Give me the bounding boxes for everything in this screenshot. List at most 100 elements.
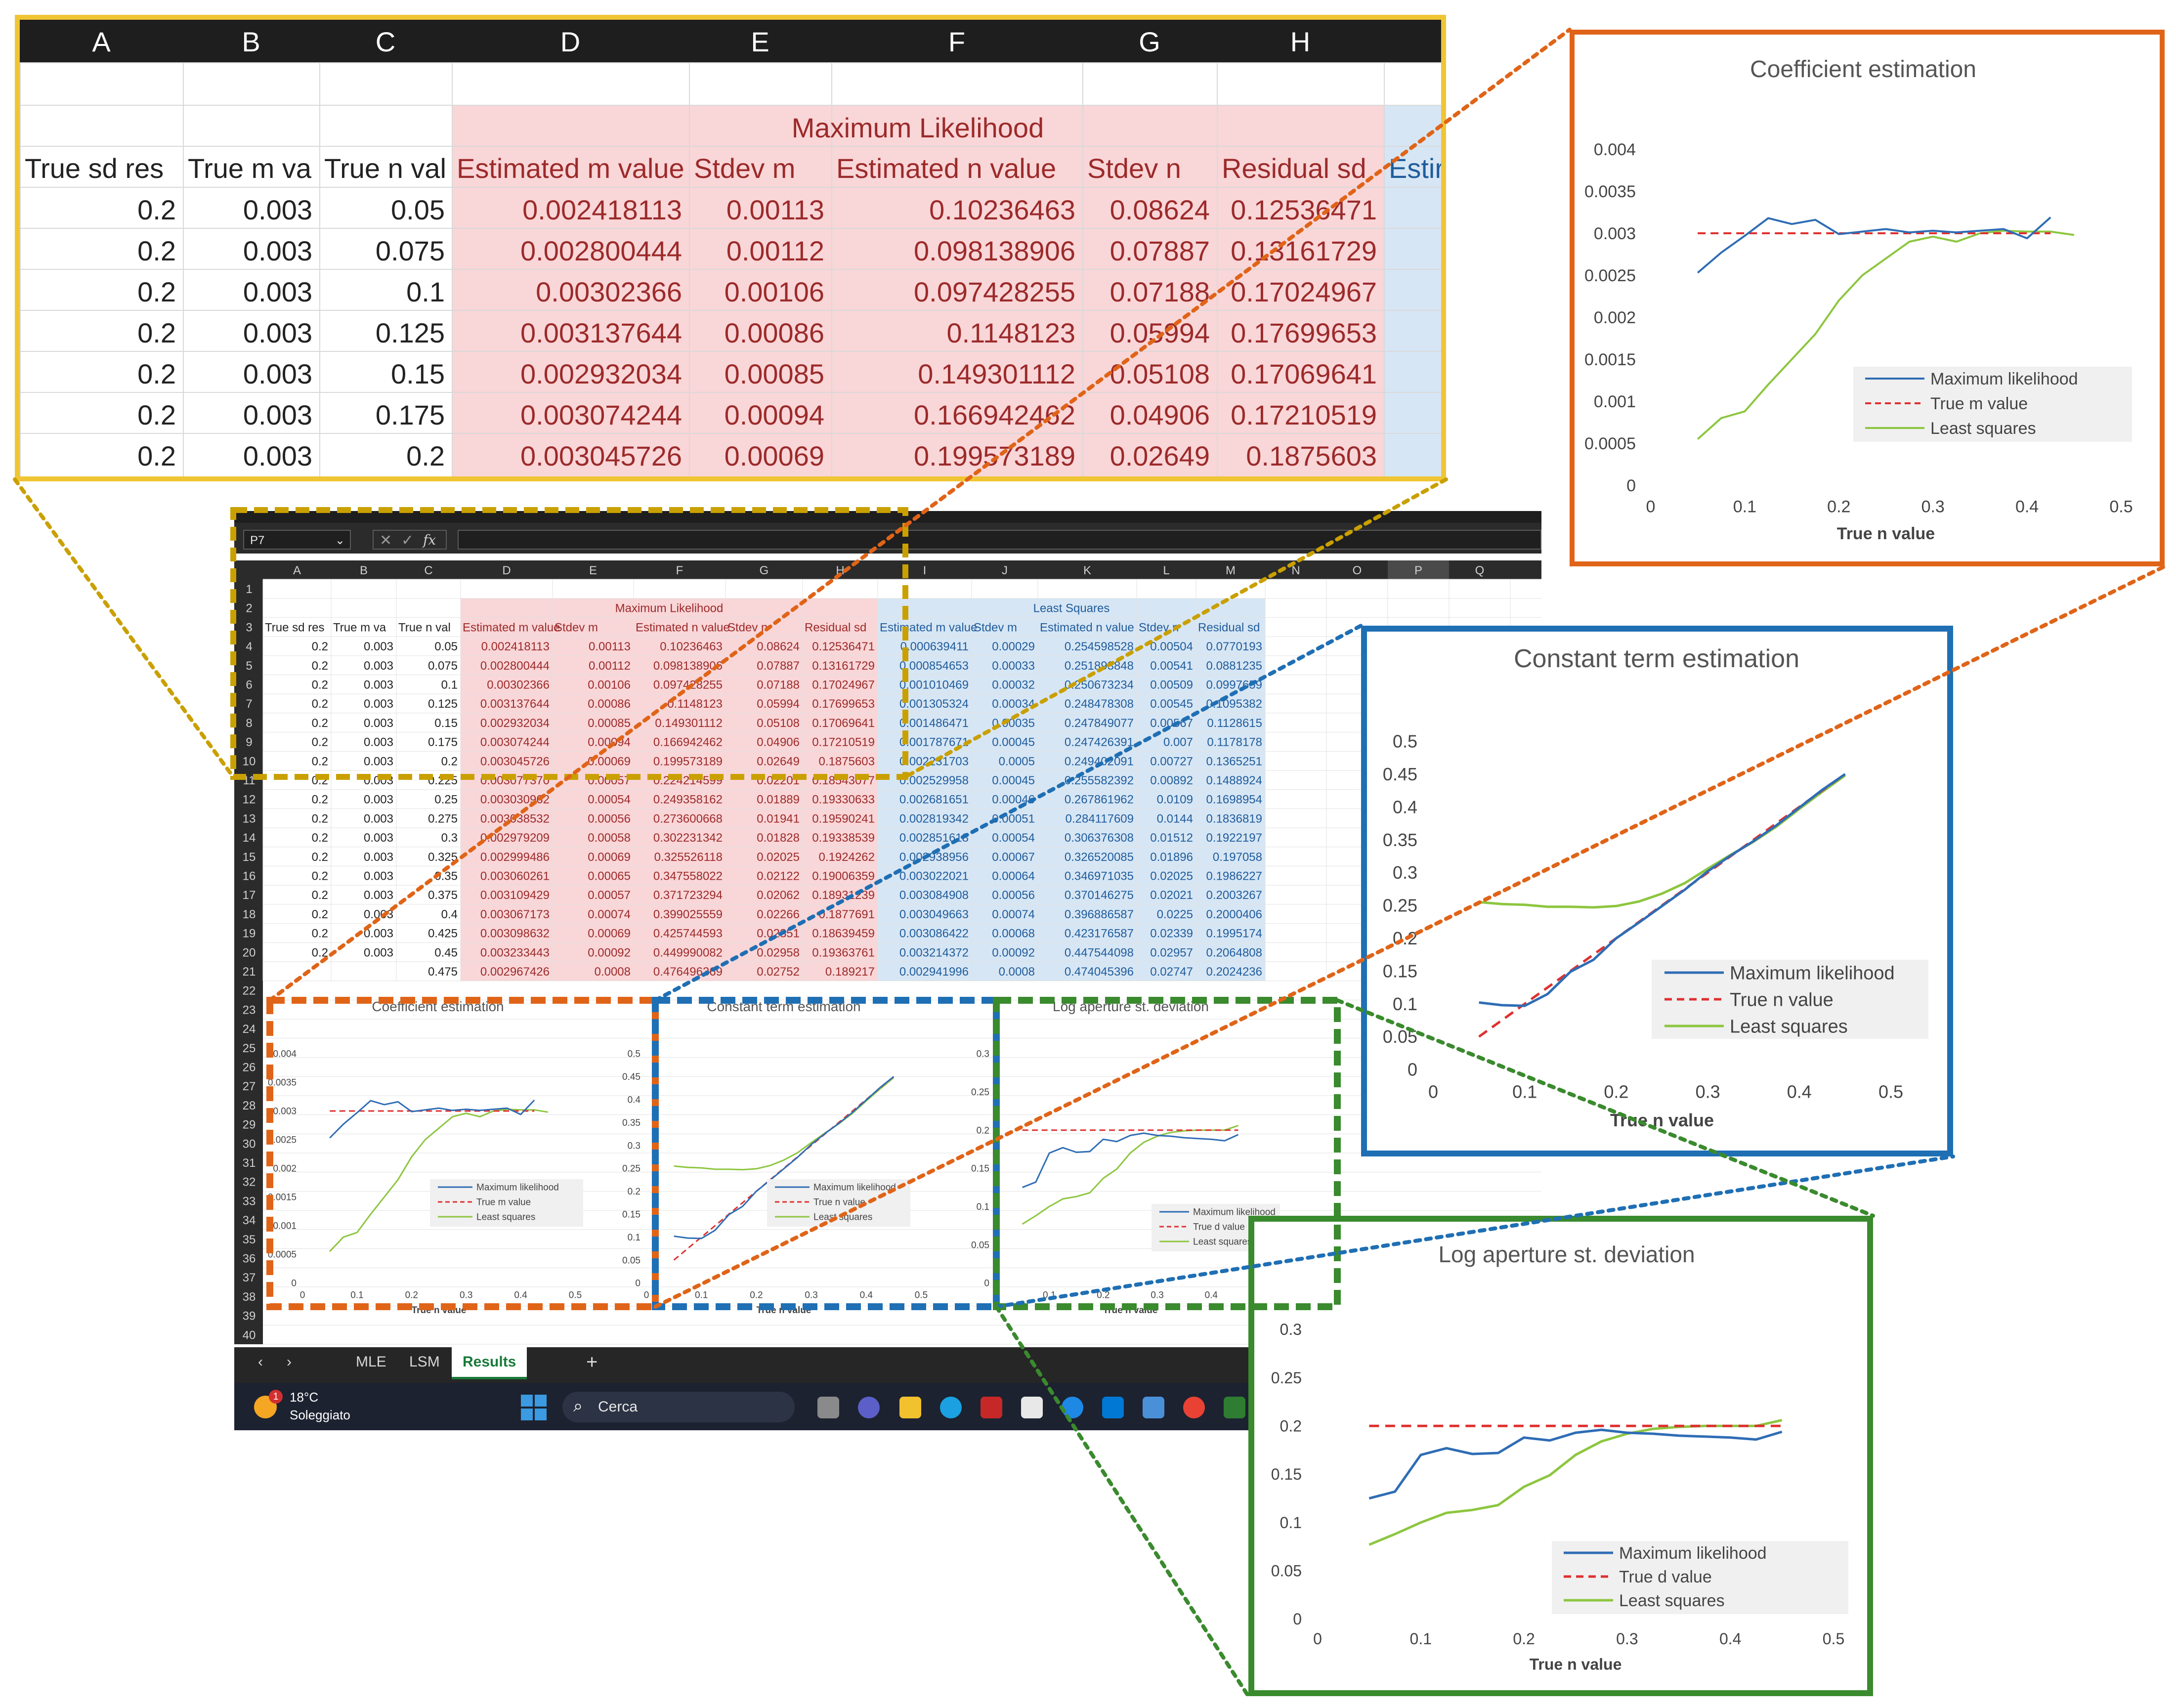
- y-tick-label: 0.15: [1271, 1465, 1302, 1483]
- y-tick-label: 0.0025: [1584, 266, 1636, 285]
- y-tick-label: 0.002: [1594, 308, 1636, 327]
- teams-icon[interactable]: [858, 1397, 880, 1418]
- row-header: 18: [243, 908, 256, 921]
- x-tick-label: 0.1: [1410, 1630, 1432, 1648]
- row-header: 38: [243, 1290, 256, 1304]
- y-tick-label: 0.0005: [1584, 434, 1636, 453]
- legend-label: Maximum likelihood: [1619, 1544, 1767, 1563]
- add-sheet-button[interactable]: +: [586, 1351, 598, 1373]
- row-header: 31: [243, 1156, 256, 1170]
- row-header: 12: [243, 793, 256, 807]
- row-header: 26: [243, 1061, 256, 1074]
- zoom-table-cell: 0.2: [137, 358, 176, 389]
- x-tick-label: 0.3: [1921, 497, 1945, 516]
- taskbar-search[interactable]: ⌕ Cerca: [562, 1392, 795, 1422]
- y-tick-label: 0.003: [1594, 224, 1636, 243]
- legend-label: Maximum likelihood: [1930, 370, 2078, 388]
- y-tick-label: 0.35: [1383, 830, 1417, 850]
- tab-lsm[interactable]: LSM: [409, 1354, 440, 1370]
- zoom-column-title: True sd res: [25, 153, 164, 184]
- x-tick-label: 0.5: [1823, 1630, 1844, 1648]
- x-tick-label: 0.2: [1513, 1630, 1535, 1648]
- y-tick-label: 0.25: [1383, 896, 1417, 916]
- series-line-ml: [1697, 216, 2051, 274]
- x-tick-label: 0.5: [2109, 497, 2133, 516]
- zoom-table-cell: 0.2: [137, 440, 176, 471]
- x-tick-label: 0.1: [1733, 497, 1756, 516]
- edge-icon[interactable]: [940, 1397, 962, 1418]
- y-tick-label: 0.4: [1393, 797, 1417, 817]
- row-header: 13: [243, 812, 256, 825]
- chart-title: Coefficient estimation: [1750, 56, 1976, 83]
- x-tick-label: 0: [1313, 1630, 1322, 1648]
- row-header: 39: [243, 1310, 256, 1323]
- row-header: 22: [243, 984, 256, 998]
- legend-label: True m value: [1930, 394, 2028, 413]
- file-explorer-icon[interactable]: [899, 1397, 921, 1418]
- series-line-ml: [1368, 1428, 1783, 1500]
- row-header: 40: [243, 1328, 256, 1342]
- chart-title: Log aperture st. deviation: [1438, 1241, 1695, 1267]
- x-tick-label: 0.4: [1719, 1630, 1741, 1648]
- search-placeholder: Cerca: [598, 1399, 638, 1415]
- x-axis-label: True n value: [1530, 1655, 1622, 1673]
- row-header: 17: [243, 889, 256, 902]
- row-header: 25: [243, 1042, 256, 1055]
- y-tick-label: 0.45: [1383, 764, 1417, 784]
- legend-label: True d value: [1619, 1568, 1712, 1586]
- y-tick-label: 0: [1626, 476, 1636, 495]
- y-tick-label: 0: [1408, 1060, 1417, 1080]
- x-tick-label: 0.4: [1787, 1082, 1812, 1102]
- series-line-ls: [1697, 229, 2075, 440]
- zoom-table-cell: 0.2: [137, 194, 176, 225]
- zoom-table-cell: 0.2: [137, 317, 176, 348]
- row-header: 34: [243, 1214, 256, 1227]
- row-header: 28: [243, 1099, 256, 1112]
- y-tick-label: 0.2: [1280, 1417, 1302, 1435]
- tab-mle[interactable]: MLE: [356, 1354, 386, 1370]
- x-tick-label: 0.2: [1604, 1082, 1628, 1102]
- x-tick-label: 0.3: [1696, 1082, 1720, 1102]
- y-tick-label: 0.3: [1280, 1321, 1302, 1338]
- y-tick-label: 0.5: [1393, 731, 1417, 752]
- zoom-table-cell: 0.2: [137, 399, 176, 430]
- y-tick-label: 0.05: [1383, 1026, 1417, 1047]
- row-header: 29: [243, 1118, 256, 1132]
- coefficient-callout: [1570, 30, 2165, 566]
- x-axis-label: True n value: [1837, 524, 1935, 543]
- x-tick-label: 0: [1428, 1082, 1438, 1102]
- y-tick-label: 0.0015: [1584, 350, 1636, 369]
- series-line-ls: [1479, 774, 1846, 909]
- y-tick-label: 0.1: [1280, 1514, 1302, 1532]
- x-tick-label: 0.2: [1827, 497, 1850, 516]
- x-tick-label: 0: [1646, 497, 1656, 516]
- tab-results[interactable]: Results: [452, 1347, 527, 1379]
- row-header: 27: [243, 1080, 256, 1093]
- row-header: 14: [243, 831, 256, 845]
- y-tick-label: 0.1: [1393, 994, 1417, 1014]
- y-tick-label: 0.25: [1271, 1369, 1302, 1387]
- row-header: 33: [243, 1195, 256, 1208]
- temperature-label: 18°C: [290, 1390, 319, 1405]
- notification-badge: 1: [269, 1390, 283, 1404]
- legend-label: Least squares: [1619, 1591, 1725, 1610]
- legend-label: Maximum likelihood: [1730, 963, 1895, 983]
- row-header: 21: [243, 965, 256, 979]
- task-view-icon[interactable]: [817, 1397, 839, 1418]
- zoom-table-cell: 0.2: [137, 276, 176, 307]
- x-tick-label: 0.4: [2015, 497, 2039, 516]
- row-header: 37: [243, 1271, 256, 1284]
- y-tick-label: 0.15: [1383, 961, 1417, 981]
- zoom-column-header: A: [92, 26, 111, 57]
- row-header: 23: [243, 1003, 256, 1017]
- windows-start-icon[interactable]: [521, 1395, 547, 1420]
- y-tick-label: 0.004: [1594, 140, 1636, 159]
- sheet-prev-button[interactable]: ‹: [258, 1354, 263, 1370]
- row-header: 35: [243, 1233, 256, 1246]
- x-tick-label: 0.3: [1616, 1630, 1638, 1648]
- row-header: 15: [243, 851, 256, 864]
- row-header: 30: [243, 1137, 256, 1151]
- sheet-next-button[interactable]: ›: [287, 1354, 292, 1370]
- y-tick-label: 0.001: [1594, 392, 1636, 411]
